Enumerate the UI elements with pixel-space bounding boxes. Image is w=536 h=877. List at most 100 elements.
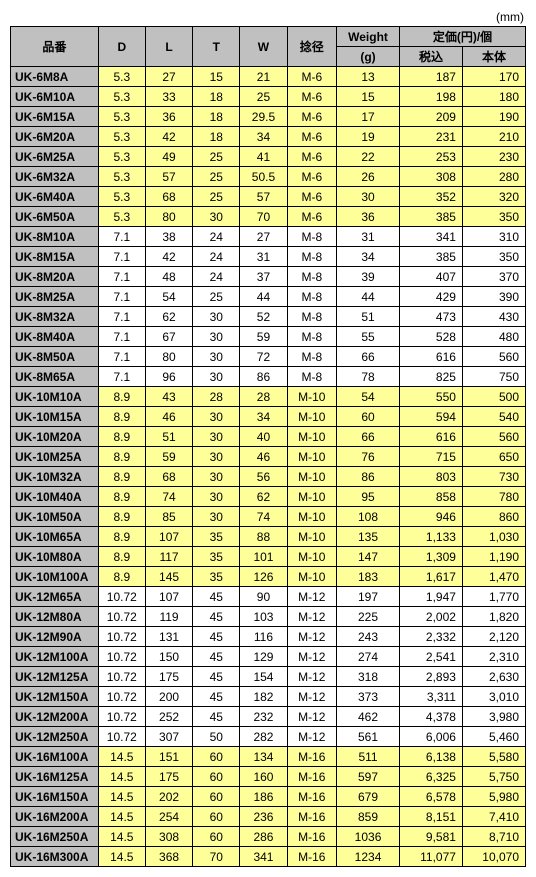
cell-value: 320 [462, 187, 525, 207]
cell-value: 27 [240, 227, 287, 247]
cell-value: 35 [193, 547, 240, 567]
cell-value: 25 [193, 167, 240, 187]
cell-value: 50 [193, 727, 240, 747]
cell-value: 429 [400, 287, 463, 307]
table-row: UK-8M10A7.1382427M-831341310 [11, 227, 526, 247]
cell-value: 38 [145, 227, 192, 247]
cell-part: UK-6M32A [11, 167, 99, 187]
cell-value: M-12 [287, 647, 336, 667]
cell-value: 30 [193, 327, 240, 347]
cell-value: 10.72 [98, 687, 145, 707]
cell-value: 37 [240, 267, 287, 287]
cell-value: 528 [400, 327, 463, 347]
cell-value: M-12 [287, 687, 336, 707]
cell-value: 7,410 [462, 807, 525, 827]
cell-value: 561 [337, 727, 400, 747]
cell-value: 5.3 [98, 67, 145, 87]
table-row: UK-12M65A10.721074590M-121971,9471,770 [11, 587, 526, 607]
cell-value: 40 [240, 427, 287, 447]
table-row: UK-8M40A7.1673059M-855528480 [11, 327, 526, 347]
cell-value: 8.9 [98, 387, 145, 407]
cell-value: 183 [337, 567, 400, 587]
cell-value: 60 [193, 807, 240, 827]
cell-value: 385 [400, 247, 463, 267]
cell-value: 60 [193, 787, 240, 807]
table-row: UK-6M40A5.3682557M-630352320 [11, 187, 526, 207]
cell-value: 14.5 [98, 827, 145, 847]
cell-value: 30 [193, 507, 240, 527]
cell-value: 74 [240, 507, 287, 527]
cell-value: 29.5 [240, 107, 287, 127]
cell-value: M-12 [287, 587, 336, 607]
table-row: UK-6M10A5.3331825M-615198180 [11, 87, 526, 107]
cell-value: 650 [462, 447, 525, 467]
cell-value: 88 [240, 527, 287, 547]
cell-part: UK-6M25A [11, 147, 99, 167]
cell-value: 430 [462, 307, 525, 327]
cell-value: 2,002 [400, 607, 463, 627]
cell-value: 22 [337, 147, 400, 167]
cell-value: 117 [145, 547, 192, 567]
cell-value: 7.1 [98, 227, 145, 247]
cell-value: 341 [240, 847, 287, 867]
cell-value: 282 [240, 727, 287, 747]
cell-part: UK-8M15A [11, 247, 99, 267]
cell-value: 25 [193, 287, 240, 307]
cell-value: 175 [145, 767, 192, 787]
cell-value: 370 [462, 267, 525, 287]
cell-value: 750 [462, 367, 525, 387]
cell-value: M-8 [287, 347, 336, 367]
cell-value: 225 [337, 607, 400, 627]
cell-value: 39 [337, 267, 400, 287]
cell-value: 48 [145, 267, 192, 287]
cell-part: UK-10M15A [11, 407, 99, 427]
cell-value: M-16 [287, 847, 336, 867]
cell-value: 56 [240, 467, 287, 487]
cell-value: 5,580 [462, 747, 525, 767]
cell-value: M-6 [287, 207, 336, 227]
cell-value: 616 [400, 347, 463, 367]
table-row: UK-16M125A14.517560160M-165976,3255,750 [11, 767, 526, 787]
cell-value: 10.72 [98, 667, 145, 687]
cell-value: 8.9 [98, 527, 145, 547]
cell-value: 187 [400, 67, 463, 87]
cell-value: 30 [193, 367, 240, 387]
cell-value: 103 [240, 607, 287, 627]
cell-value: 5.3 [98, 87, 145, 107]
unit-label: (mm) [10, 10, 526, 24]
cell-value: 679 [337, 787, 400, 807]
cell-value: 25 [240, 87, 287, 107]
cell-value: 2,332 [400, 627, 463, 647]
table-row: UK-8M32A7.1623052M-851473430 [11, 307, 526, 327]
cell-part: UK-6M10A [11, 87, 99, 107]
cell-part: UK-16M100A [11, 747, 99, 767]
cell-value: 373 [337, 687, 400, 707]
cell-value: M-10 [287, 507, 336, 527]
cell-value: 14.5 [98, 847, 145, 867]
cell-value: 21 [240, 67, 287, 87]
cell-value: M-10 [287, 447, 336, 467]
cell-value: 70 [193, 847, 240, 867]
table-row: UK-10M50A8.9853074M-10108946860 [11, 507, 526, 527]
cell-value: 150 [145, 647, 192, 667]
cell-value: 42 [145, 127, 192, 147]
cell-value: 6,138 [400, 747, 463, 767]
cell-value: 131 [145, 627, 192, 647]
cell-value: 116 [240, 627, 287, 647]
cell-value: 14.5 [98, 747, 145, 767]
cell-value: 42 [145, 247, 192, 267]
table-row: UK-8M50A7.1803072M-866616560 [11, 347, 526, 367]
cell-value: 8.9 [98, 447, 145, 467]
cell-value: 45 [193, 667, 240, 687]
table-row: UK-8M25A7.1542544M-844429390 [11, 287, 526, 307]
cell-value: 30 [193, 307, 240, 327]
cell-value: 10.72 [98, 727, 145, 747]
cell-value: M-6 [287, 187, 336, 207]
cell-value: 50.5 [240, 167, 287, 187]
cell-value: 19 [337, 127, 400, 147]
cell-value: 8.9 [98, 487, 145, 507]
cell-value: M-10 [287, 487, 336, 507]
cell-value: 197 [337, 587, 400, 607]
table-row: UK-6M32A5.3572550.5M-626308280 [11, 167, 526, 187]
cell-value: 54 [145, 287, 192, 307]
